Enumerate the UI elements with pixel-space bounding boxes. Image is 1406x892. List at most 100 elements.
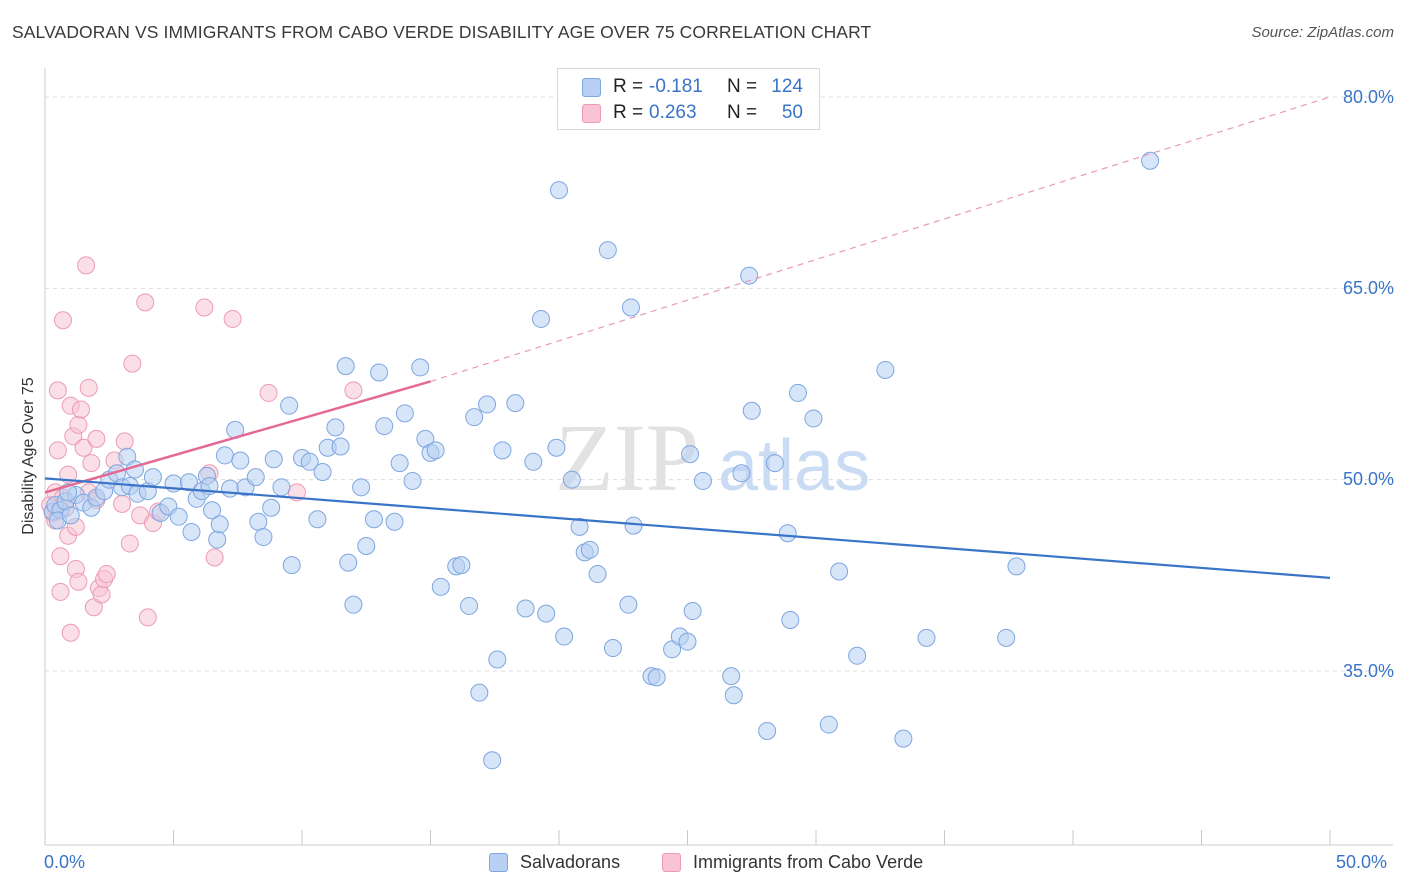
salvadoran-point	[570, 517, 589, 536]
n-label: N =	[727, 76, 758, 97]
salvadoran-point	[431, 577, 450, 596]
cabo-verde-point	[48, 441, 67, 460]
salvadoran-point	[403, 471, 422, 490]
salvadoran-point	[169, 507, 188, 526]
legend-label-salvadorans: Salvadorans	[520, 852, 621, 872]
salvadoran-point	[876, 360, 895, 379]
salvadoran-point	[364, 510, 383, 529]
salvadoran-point	[411, 358, 430, 377]
salvadoran-point	[624, 516, 643, 535]
salvadoran-point	[203, 501, 222, 520]
salvadoran-point	[619, 595, 638, 614]
salvadoran-point	[740, 266, 759, 285]
salvadoran-point	[460, 596, 479, 615]
salvadoran-point	[452, 556, 471, 575]
n-label: N =	[727, 102, 758, 123]
cabo-verde-point	[92, 585, 111, 604]
salvadoran-point	[370, 363, 389, 382]
cabo-verde-point	[82, 454, 101, 473]
y-tick-label-35: 35.0%	[1342, 661, 1394, 681]
cabo-verde-point	[74, 438, 93, 457]
salvadoran-point	[336, 357, 355, 376]
salvadoran-trend-line	[44, 477, 1331, 579]
salvadoran-point	[724, 686, 743, 705]
salvadoran-point	[621, 298, 640, 317]
cabo-verde-point	[53, 311, 72, 330]
salvadoran-point	[683, 602, 702, 621]
salvadoran-point	[61, 506, 80, 525]
salvadoran-point	[1007, 557, 1026, 576]
cabo-verde-trend-extension	[430, 96, 1331, 383]
salvadoran-point	[375, 417, 394, 436]
salvadoran-point	[272, 478, 291, 497]
salvadoran-point	[830, 562, 849, 581]
salvadoran-point	[390, 454, 409, 473]
legend-label-cabo-verde: Immigrants from Cabo Verde	[693, 852, 924, 872]
salvadoran-point	[894, 729, 913, 748]
salvadoran-point	[848, 646, 867, 665]
cabo-verde-point	[195, 298, 214, 317]
salvadoran-point	[547, 438, 566, 457]
salvadoran-point	[524, 452, 543, 471]
series-legend: Salvadorans Immigrants from Cabo Verde	[0, 852, 1406, 878]
salvadoran-point	[215, 446, 234, 465]
legend-item-cabo-verde[interactable]: Immigrants from Cabo Verde	[662, 852, 923, 873]
salvadoran-point	[778, 524, 797, 543]
salvadoran-point	[1141, 151, 1160, 170]
y-tick-label-65: 65.0%	[1342, 278, 1394, 298]
r-label: R =	[613, 76, 644, 97]
salvadoran-point	[588, 565, 607, 584]
legend-row-salvadorans: R = -0.181 N = 124	[582, 75, 803, 99]
cabo-verde-point	[87, 429, 106, 448]
salvadoran-point	[264, 450, 283, 469]
salvadoran-point	[580, 540, 599, 559]
salvadoran-point	[516, 599, 535, 618]
salvadoran-point	[246, 468, 265, 487]
salvadoran-point	[483, 751, 502, 770]
salvadoran-point	[722, 667, 741, 686]
salvadoran-point	[598, 241, 617, 260]
cabo-verde-point	[113, 494, 132, 513]
cabo-verde-point	[48, 381, 67, 400]
salvadoran-point	[426, 441, 445, 460]
salvadoran-point	[562, 470, 581, 489]
salvadoran-point	[693, 471, 712, 490]
legend-row-cabo-verde: R = 0.263 N = 50	[582, 101, 803, 125]
salvadoran-point	[331, 437, 350, 456]
salvadoran-point	[478, 395, 497, 414]
r-label: R =	[613, 102, 644, 123]
salvadoran-point	[550, 181, 568, 200]
n-value-cabo-verde: 50	[781, 102, 803, 123]
legend-swatch-blue	[489, 853, 508, 872]
y-tick-label-80: 80.0%	[1342, 87, 1394, 107]
zipatlas-watermark: ZIP atlas	[555, 404, 870, 511]
salvadoran-point	[262, 498, 281, 517]
cabo-verde-point	[79, 378, 98, 397]
salvadoran-point	[344, 595, 363, 614]
salvadoran-point	[395, 404, 414, 423]
salvadoran-point	[603, 639, 622, 658]
cabo-verde-points	[41, 256, 363, 642]
salvadoran-point	[997, 628, 1016, 647]
cabo-verde-trend-line	[44, 380, 431, 494]
cabo-verde-point	[138, 608, 157, 627]
salvadoran-point	[231, 451, 250, 470]
salvadoran-point	[465, 408, 484, 427]
cabo-verde-point	[77, 256, 96, 275]
salvadoran-point	[221, 479, 240, 498]
cabo-verde-point	[71, 400, 90, 419]
salvadoran-point	[678, 632, 697, 651]
legend-item-salvadorans[interactable]: Salvadorans	[489, 852, 620, 873]
cabo-verde-point	[123, 354, 142, 373]
salvadoran-point	[385, 512, 404, 531]
salvadoran-point	[254, 528, 273, 547]
cabo-verde-point	[69, 415, 88, 434]
r-value-cabo-verde: 0.263	[649, 102, 697, 123]
salvadoran-point	[280, 396, 299, 415]
salvadoran-point	[804, 409, 823, 428]
salvadoran-point	[300, 452, 319, 471]
cabo-verde-point	[120, 534, 139, 553]
salvadoran-point	[308, 510, 327, 529]
axes	[44, 68, 1393, 846]
salvadoran-point	[555, 627, 574, 646]
